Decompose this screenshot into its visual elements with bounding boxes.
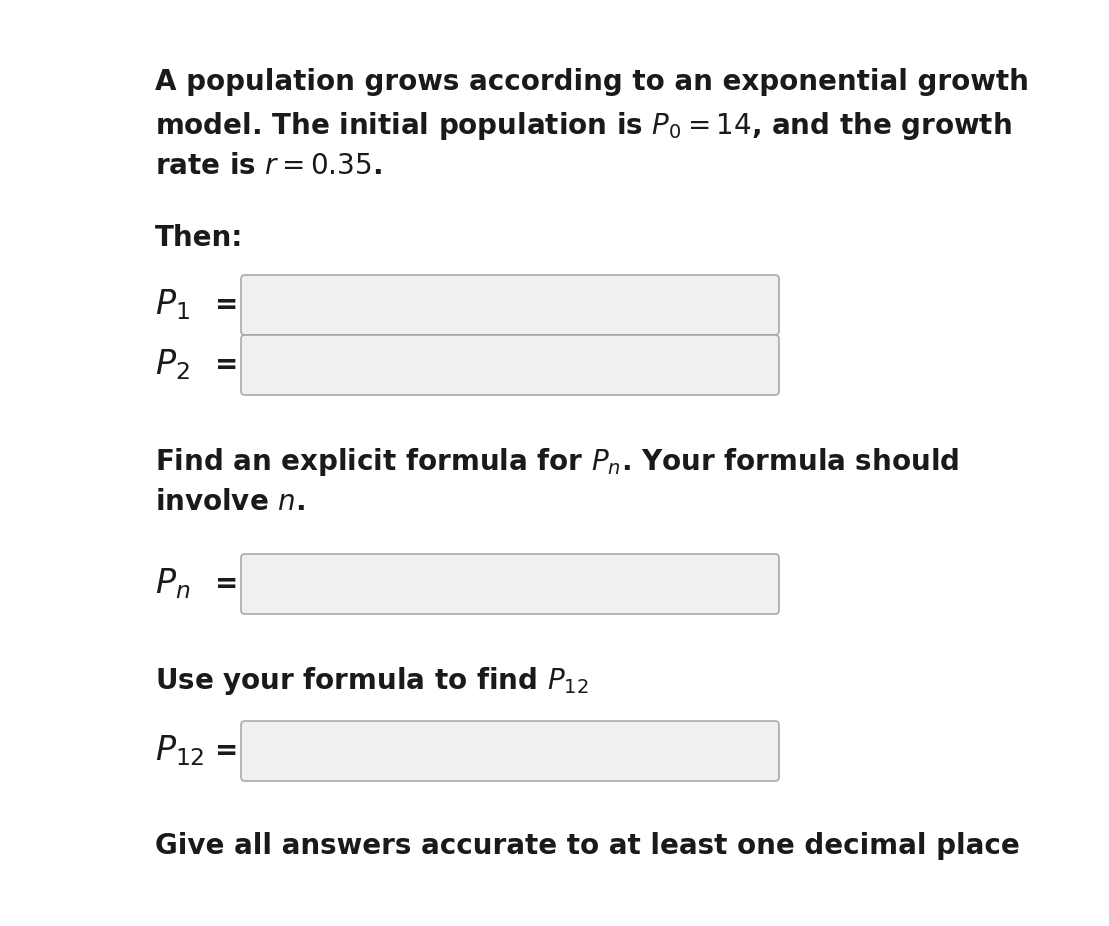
- Text: =: =: [215, 291, 238, 319]
- Text: rate is $r = 0.35$.: rate is $r = 0.35$.: [155, 152, 381, 180]
- Text: involve $n$.: involve $n$.: [155, 488, 305, 516]
- Text: Give all answers accurate to at least one decimal place: Give all answers accurate to at least on…: [155, 832, 1020, 860]
- Text: $P_2$: $P_2$: [155, 347, 190, 382]
- Text: Use your formula to find $P_{12}$: Use your formula to find $P_{12}$: [155, 665, 589, 697]
- Text: Then:: Then:: [155, 224, 243, 252]
- FancyBboxPatch shape: [241, 275, 779, 335]
- FancyBboxPatch shape: [241, 721, 779, 781]
- Text: =: =: [215, 351, 238, 379]
- Text: model. The initial population is $P_0 = 14$, and the growth: model. The initial population is $P_0 = …: [155, 110, 1011, 142]
- Text: =: =: [215, 570, 238, 598]
- Text: $P_n$: $P_n$: [155, 567, 191, 601]
- Text: $P_1$: $P_1$: [155, 288, 190, 322]
- Text: A population grows according to an exponential growth: A population grows according to an expon…: [155, 68, 1029, 96]
- Text: $P_{12}$: $P_{12}$: [155, 733, 205, 769]
- Text: Find an explicit formula for $P_n$. Your formula should: Find an explicit formula for $P_n$. Your…: [155, 446, 959, 478]
- Text: =: =: [215, 737, 238, 765]
- FancyBboxPatch shape: [241, 554, 779, 614]
- FancyBboxPatch shape: [241, 335, 779, 395]
